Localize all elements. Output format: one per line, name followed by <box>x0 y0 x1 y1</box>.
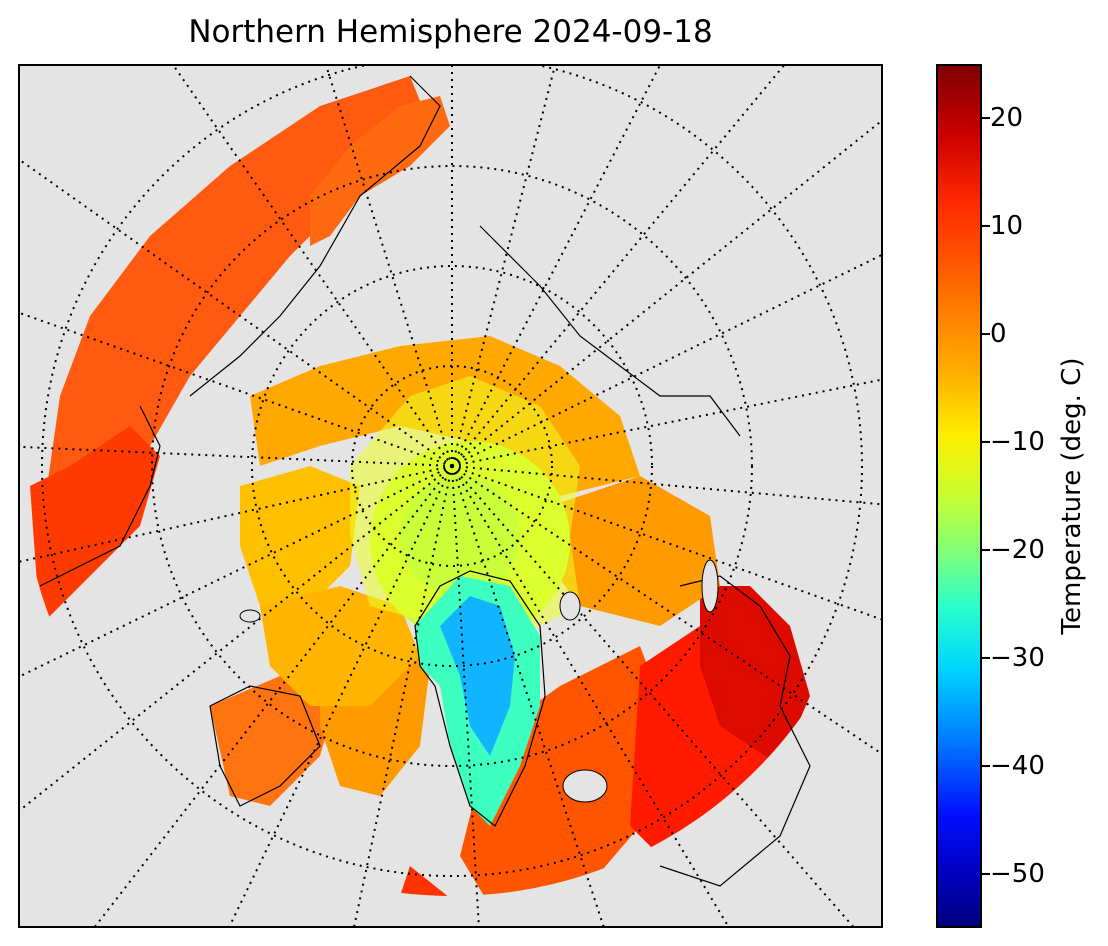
colorbar-tick-label: −10 <box>990 427 1045 457</box>
island-svalbard <box>559 591 581 621</box>
islands <box>239 559 719 803</box>
coastline-europe-north <box>659 575 811 887</box>
meridian <box>451 465 881 755</box>
meridian <box>172 66 453 467</box>
temp-field-greenland-core <box>440 596 515 756</box>
island-wrangel <box>239 609 261 623</box>
temp-field-arctic-archipelago <box>260 586 420 706</box>
colorbar-tick <box>982 657 990 659</box>
meridians <box>20 66 881 926</box>
colorbar-tick <box>982 765 990 767</box>
meridian <box>20 312 453 467</box>
island-iceland <box>562 769 608 803</box>
chart-title: Northern Hemisphere 2024-09-18 <box>188 14 713 50</box>
latitude-circle <box>151 165 753 767</box>
temp-field-kamchatka <box>310 96 450 246</box>
colorbar-tick <box>982 549 990 551</box>
colorbar-tick <box>982 225 990 227</box>
colorbar-tick <box>982 333 990 335</box>
latitude-circle <box>41 66 863 877</box>
temp-field-siberia-west <box>30 426 160 626</box>
coastlines <box>39 75 811 887</box>
meridian <box>451 465 605 926</box>
colorbar <box>936 64 982 928</box>
colorbar-tick <box>982 441 990 443</box>
temp-field-atlantic <box>460 646 670 896</box>
temp-field-north-atlantic-south <box>400 866 500 896</box>
coastline-asia-pacific <box>189 75 441 397</box>
meridian <box>20 158 453 467</box>
temp-field-scandinavia <box>700 586 810 766</box>
meridian <box>451 66 661 467</box>
meridian <box>20 465 453 812</box>
colorbar-tick <box>982 117 990 119</box>
colorbar-tick-label: −20 <box>990 535 1045 565</box>
temp-field-canada-hudson <box>210 676 340 806</box>
temp-field-beaufort <box>240 466 360 606</box>
meridian <box>451 465 480 926</box>
meridian <box>451 465 881 506</box>
meridian <box>451 465 854 926</box>
coastline-greenland <box>414 570 546 827</box>
colorbar-tick-label: −40 <box>990 751 1045 781</box>
colorbar-tick-label: 20 <box>990 103 1024 133</box>
island-novaya-zemlya <box>701 559 719 613</box>
polar-map-svg <box>20 66 881 926</box>
coastline-hudson-bay <box>209 685 321 807</box>
meridian <box>451 119 881 467</box>
meridian <box>353 465 453 926</box>
temperature-field <box>30 76 810 896</box>
colorbar-tick-label: −30 <box>990 643 1045 673</box>
meridian <box>20 465 453 563</box>
coastline-alaska <box>39 405 161 587</box>
meridian <box>228 465 453 926</box>
latitude-circle <box>251 265 653 667</box>
temp-field-barents <box>550 476 720 626</box>
colorbar-tick-label: 10 <box>990 211 1024 241</box>
coastline-siberia <box>479 225 741 437</box>
colorbar-tick-label: 0 <box>990 319 1007 349</box>
colorbar-tick <box>982 873 990 875</box>
colorbar-tick-label: −50 <box>990 859 1045 889</box>
polar-map <box>18 64 883 928</box>
colorbar-label: Temperature (deg. C) <box>1057 357 1087 635</box>
